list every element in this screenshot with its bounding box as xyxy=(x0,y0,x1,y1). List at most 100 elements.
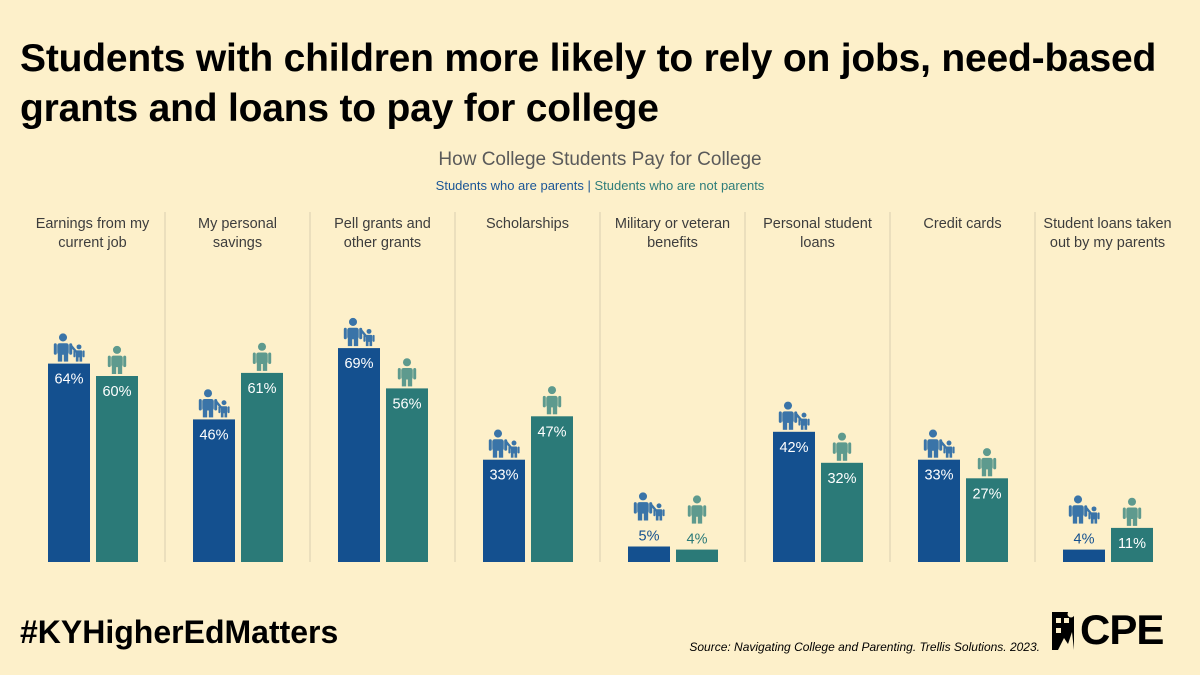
parent-with-child-icon xyxy=(488,429,520,458)
data-label: 27% xyxy=(972,486,1001,502)
parent-with-child-icon xyxy=(923,429,955,458)
bar-non-parents xyxy=(241,372,283,562)
bar-non-parents xyxy=(676,549,718,562)
holding-hands-line xyxy=(214,400,223,409)
data-label: 61% xyxy=(247,381,276,397)
data-label: 4% xyxy=(1074,532,1095,548)
data-label: 33% xyxy=(489,468,518,484)
cpe-logo: CPE xyxy=(1050,606,1182,656)
category-label-line: My personal xyxy=(198,216,277,232)
data-label: 11% xyxy=(1118,536,1146,552)
data-label: 56% xyxy=(392,396,421,412)
child-figure xyxy=(218,400,230,418)
category-label-line: savings xyxy=(213,235,262,251)
category-label-line: other grants xyxy=(344,235,421,251)
category-label-line: Credit cards xyxy=(923,216,1001,232)
adult-figure xyxy=(343,317,363,347)
parent-with-child-icon xyxy=(778,401,810,430)
parent-with-child-icon xyxy=(198,389,230,418)
category-label-line: Student loans taken xyxy=(1043,216,1171,232)
holding-hands-line xyxy=(649,503,658,512)
data-label: 33% xyxy=(924,468,953,484)
category-label-line: Pell grants and xyxy=(334,216,431,232)
category-label-line: current job xyxy=(58,235,127,251)
category-label-line: benefits xyxy=(647,235,698,251)
headline: Students with children more likely to re… xyxy=(20,37,1157,130)
bar-parents xyxy=(338,348,380,562)
adult-figure xyxy=(778,401,798,430)
bar-parents xyxy=(628,546,670,562)
bar-parents xyxy=(483,459,525,562)
bar-parents xyxy=(193,419,235,562)
child-figure xyxy=(73,344,85,362)
data-label: 60% xyxy=(102,384,131,400)
category-label-line: loans xyxy=(800,235,835,251)
legend-parents: Students who are parents xyxy=(435,178,584,193)
category-label: Scholarships xyxy=(486,216,569,232)
adult-figure xyxy=(488,429,508,458)
category-label-line: Earnings from my xyxy=(36,216,150,232)
adult-figure xyxy=(198,389,218,418)
data-label: 47% xyxy=(537,424,566,440)
category-label-line: Military or veteran xyxy=(615,216,730,232)
child-figure xyxy=(363,328,375,347)
holding-hands-line xyxy=(359,328,368,338)
bar-non-parents xyxy=(1111,527,1153,562)
single-person-icon xyxy=(542,386,562,415)
parent-with-child-icon xyxy=(53,333,85,362)
bar-non-parents xyxy=(531,416,573,562)
data-label: 42% xyxy=(779,440,808,456)
category-label-line: out by my parents xyxy=(1050,235,1165,251)
holding-hands-line xyxy=(504,440,513,449)
adult-figure xyxy=(633,492,653,521)
adult-figure xyxy=(53,333,73,362)
data-label: 69% xyxy=(344,356,373,372)
bar-parents xyxy=(918,459,960,562)
single-person-icon xyxy=(977,448,997,477)
single-person-icon xyxy=(1122,497,1142,526)
bar-non-parents xyxy=(821,462,863,562)
single-person-icon xyxy=(687,495,707,524)
category-label: My personal savings xyxy=(198,216,277,251)
cpe-logo-mark-icon xyxy=(1052,610,1075,650)
holding-hands-line xyxy=(939,440,948,449)
bar-non-parents xyxy=(386,388,428,562)
data-label: 5% xyxy=(639,529,660,545)
data-label: 4% xyxy=(687,532,708,548)
legend-separator: | xyxy=(587,178,591,193)
holding-hands-line xyxy=(794,412,803,421)
legend-non-parents: Students who are not parents xyxy=(594,178,765,193)
bar-parents xyxy=(48,363,90,562)
category-label: Military or veteran benefits xyxy=(615,216,730,251)
data-label: 64% xyxy=(54,372,83,388)
chart-title: How College Students Pay for College xyxy=(438,149,762,170)
parent-with-child-icon xyxy=(343,317,375,347)
bar-non-parents xyxy=(96,376,138,562)
parent-with-child-icon xyxy=(1068,495,1100,524)
bar-non-parents xyxy=(966,478,1008,562)
holding-hands-line xyxy=(1084,506,1093,515)
single-person-icon xyxy=(252,342,272,371)
category-label-line: Personal student xyxy=(763,216,872,232)
category-label-line: Scholarships xyxy=(486,216,569,232)
category-label: Pell grants and other grants xyxy=(334,216,431,251)
adult-figure xyxy=(1068,495,1088,524)
hashtag: #KYHigherEdMatters xyxy=(20,614,339,650)
child-figure xyxy=(1088,506,1100,524)
child-figure xyxy=(943,440,955,458)
category-label: Personal student loans xyxy=(763,216,872,251)
holding-hands-line xyxy=(69,344,78,353)
category-label: Earnings from my current job xyxy=(36,216,150,251)
child-figure xyxy=(798,412,810,430)
data-label: 46% xyxy=(199,427,228,443)
single-person-icon xyxy=(397,358,417,387)
cpe-logo-text: CPE xyxy=(1080,606,1164,653)
single-person-icon xyxy=(107,345,127,374)
adult-figure xyxy=(923,429,943,458)
parent-with-child-icon xyxy=(633,492,665,521)
bar-parents xyxy=(773,431,815,562)
child-figure xyxy=(653,503,665,521)
single-person-icon xyxy=(832,432,852,461)
chart-legend: Students who are parents | Students who … xyxy=(0,178,1200,193)
